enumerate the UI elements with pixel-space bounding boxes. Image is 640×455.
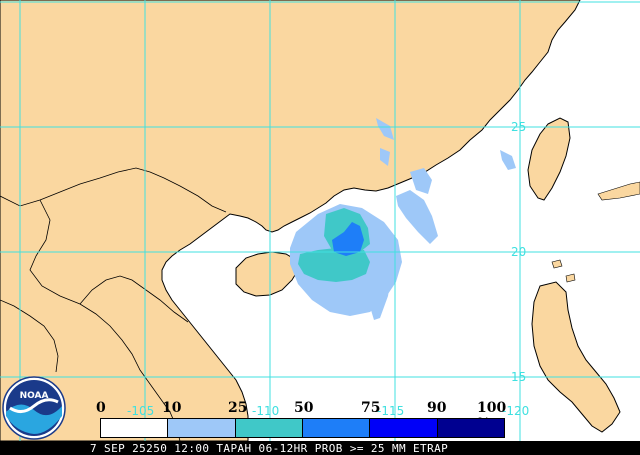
border-line [29,199,181,442]
colorbar-swatch [302,419,371,437]
prob-10-25-area [364,260,392,320]
prob-10-25-area [380,148,390,166]
luzon-island [531,281,621,433]
colorbar-swatch [101,419,169,437]
colorbar-swatch [437,419,504,437]
colorbar-tick: 50 [294,400,314,416]
colorbar-swatch [168,419,236,437]
colorbar-tick: 90 [427,400,447,416]
rainfall-probability-shading [290,118,516,320]
lat-labels: 25 20 15 [511,120,526,384]
color-bar-legend: 0 10 25 50 75 90 100 % [96,400,506,440]
lon-labels: -105 -110 -115 -120 [127,404,529,418]
prob-10-25-area [396,190,438,244]
colorbar-bar [100,418,505,438]
border-line [0,299,59,373]
lat-lon-grid [0,0,640,441]
map-caption: 7 SEP 25250 12:00 TAPAH 06-12HR PROB >= … [90,442,449,455]
border-line [0,167,227,213]
lat-label: 20 [511,245,526,259]
colorbar-tick: 10 [162,400,182,416]
prob-50-75-area [332,222,364,256]
small-island [551,259,563,269]
noaa-logo-text: NOAA [20,391,49,401]
prob-25-50-area [298,248,370,282]
colorbar-tick: 25 [228,400,248,416]
lon-label: -110 [252,404,279,418]
prob-10-25-area [500,150,516,170]
colorbar-swatch [370,419,438,437]
taiwan-island [527,117,571,201]
small-island [565,273,576,283]
colorbar-tick: 75 [361,400,381,416]
prob-10-25-area [376,118,394,140]
lon-label: -115 [377,404,404,418]
small-island [597,181,640,201]
border-line [79,275,189,323]
prob-10-25-area [410,168,432,194]
noaa-logo-icon: NOAA [2,376,66,440]
caption-bar [0,441,640,455]
lat-label: 15 [511,370,526,384]
colorbar-tick: 0 [96,400,106,416]
colorbar-swatch [235,419,303,437]
lon-label: -105 [127,404,154,418]
lat-label: 25 [511,120,526,134]
lon-label: -120 [502,404,529,418]
